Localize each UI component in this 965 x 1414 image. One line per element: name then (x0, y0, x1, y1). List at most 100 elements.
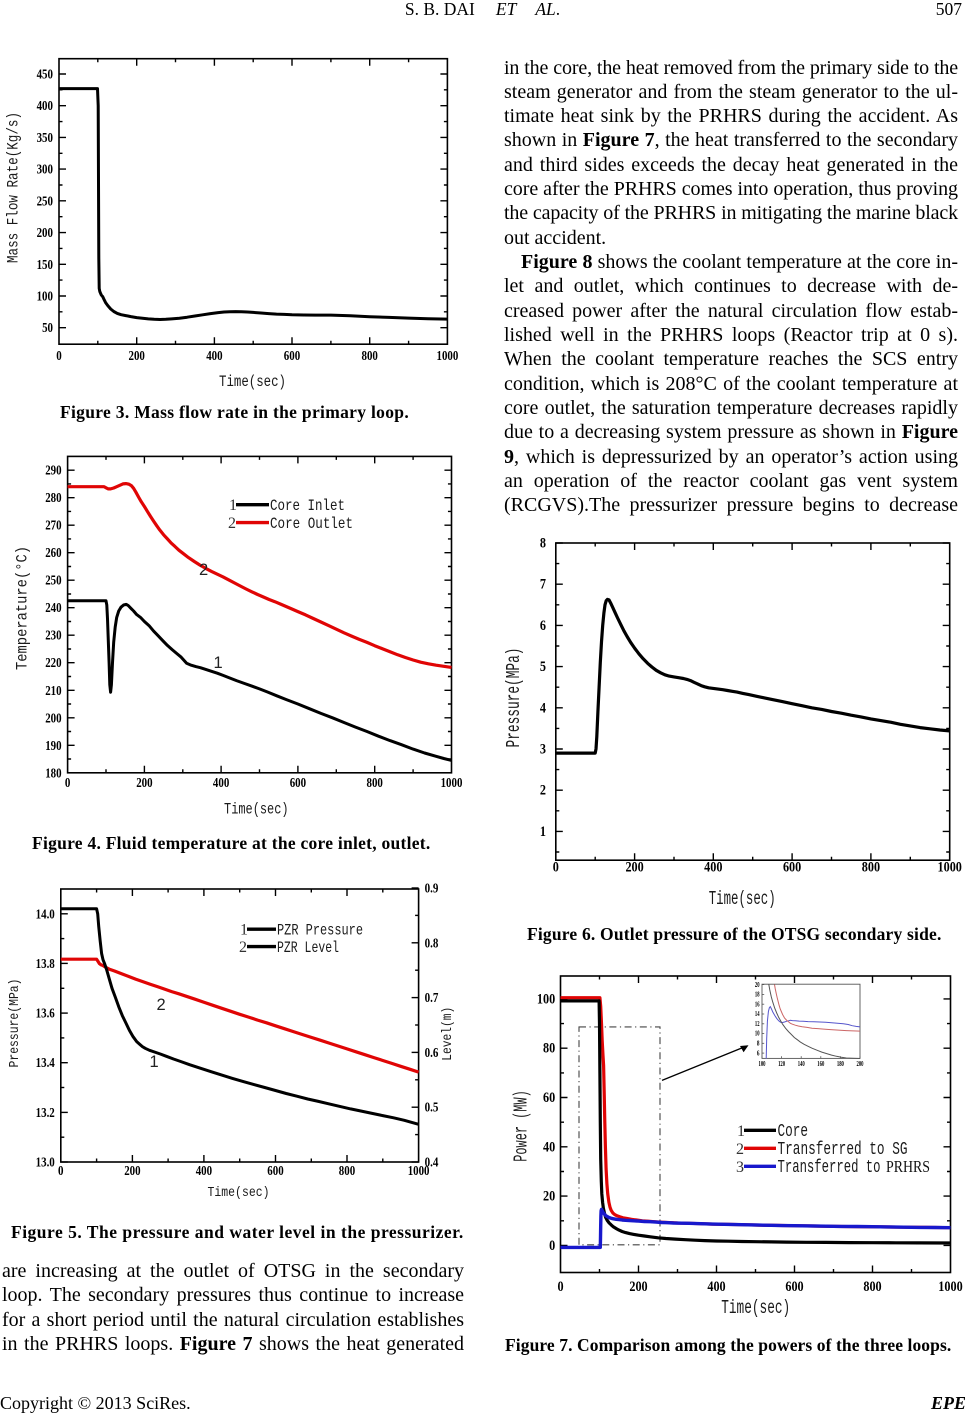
svg-text:18: 18 (755, 991, 760, 999)
svg-text:Pressure(MPa): Pressure(MPa) (503, 648, 525, 748)
svg-text:400: 400 (707, 1279, 725, 1295)
svg-text:2: 2 (228, 515, 236, 532)
svg-text:100: 100 (759, 1060, 766, 1068)
svg-text:200: 200 (45, 711, 61, 726)
svg-text:5: 5 (540, 659, 546, 675)
svg-text:PRHRS: PRHRS (886, 1157, 930, 1176)
svg-text:300: 300 (37, 163, 53, 178)
svg-text:0.6: 0.6 (425, 1046, 439, 1061)
svg-text:12: 12 (755, 1020, 760, 1028)
svg-text:2: 2 (540, 783, 546, 799)
svg-text:Core: Core (778, 1122, 809, 1142)
svg-text:0: 0 (58, 1164, 64, 1179)
svg-text:Pressure(MPa): Pressure(MPa) (8, 979, 23, 1068)
svg-text:0: 0 (549, 1238, 555, 1254)
svg-text:13.6: 13.6 (36, 1007, 55, 1022)
svg-text:2: 2 (736, 1141, 744, 1158)
svg-text:0.8: 0.8 (425, 936, 439, 951)
svg-text:800: 800 (339, 1164, 355, 1179)
svg-text:600: 600 (284, 349, 300, 364)
svg-text:1000: 1000 (938, 860, 962, 876)
svg-text:Power (MW): Power (MW) (511, 1090, 533, 1162)
svg-text:100: 100 (537, 991, 555, 1007)
svg-text:210: 210 (45, 684, 61, 699)
svg-text:0: 0 (557, 1279, 563, 1295)
svg-text:Transferred to: Transferred to (778, 1158, 881, 1178)
svg-text:0.7: 0.7 (425, 991, 439, 1006)
svg-text:14.0: 14.0 (36, 907, 55, 922)
svg-text:280: 280 (45, 491, 61, 506)
svg-text:600: 600 (267, 1164, 283, 1179)
svg-text:600: 600 (290, 776, 306, 791)
svg-text:0.9: 0.9 (425, 882, 439, 897)
svg-text:2: 2 (199, 561, 208, 579)
svg-text:0: 0 (65, 776, 71, 791)
svg-text:400: 400 (37, 99, 53, 114)
svg-text:14: 14 (755, 1010, 760, 1018)
svg-text:8: 8 (757, 1040, 760, 1048)
svg-text:13.2: 13.2 (36, 1106, 55, 1121)
svg-text:800: 800 (367, 776, 383, 791)
svg-text:Core Outlet: Core Outlet (270, 515, 353, 533)
svg-text:800: 800 (362, 349, 378, 364)
svg-text:800: 800 (862, 860, 880, 876)
svg-text:Time(sec): Time(sec) (208, 1185, 270, 1201)
svg-text:Time(sec): Time(sec) (709, 888, 776, 910)
svg-text:60: 60 (543, 1090, 555, 1106)
svg-text:3: 3 (736, 1159, 744, 1176)
svg-text:180: 180 (837, 1060, 844, 1068)
svg-text:180: 180 (45, 766, 61, 781)
svg-text:450: 450 (37, 68, 53, 83)
svg-text:1: 1 (214, 654, 223, 672)
svg-text:250: 250 (37, 194, 53, 209)
svg-text:200: 200 (37, 226, 53, 241)
svg-text:400: 400 (704, 860, 722, 876)
svg-text:290: 290 (45, 464, 61, 479)
svg-text:1000: 1000 (441, 776, 463, 791)
svg-text:120: 120 (778, 1060, 785, 1068)
svg-text:50: 50 (42, 321, 53, 336)
svg-text:240: 240 (45, 601, 61, 616)
svg-text:13.4: 13.4 (36, 1056, 55, 1071)
svg-text:200: 200 (857, 1060, 864, 1068)
svg-text:PZR Pressure: PZR Pressure (277, 922, 363, 940)
svg-text:140: 140 (798, 1060, 805, 1068)
svg-text:350: 350 (37, 131, 53, 146)
svg-text:0: 0 (56, 349, 62, 364)
svg-text:Core Inlet: Core Inlet (270, 497, 345, 515)
svg-text:6: 6 (757, 1049, 760, 1057)
svg-text:1000: 1000 (938, 1279, 962, 1295)
svg-text:600: 600 (785, 1279, 803, 1295)
svg-text:1000: 1000 (408, 1164, 430, 1179)
svg-text:1: 1 (540, 824, 546, 840)
svg-text:Mass Flow Rate(Kg/s): Mass Flow Rate(Kg/s) (4, 112, 22, 263)
svg-text:230: 230 (45, 629, 61, 644)
svg-text:800: 800 (863, 1279, 881, 1295)
svg-text:Time(sec): Time(sec) (219, 373, 286, 391)
svg-text:200: 200 (129, 349, 145, 364)
svg-text:Transferred to SG: Transferred to SG (778, 1140, 908, 1160)
svg-text:3: 3 (540, 742, 546, 758)
svg-text:Time(sec): Time(sec) (224, 801, 289, 819)
svg-text:260: 260 (45, 546, 61, 561)
svg-text:1: 1 (150, 1053, 159, 1071)
svg-text:1000: 1000 (437, 349, 459, 364)
svg-text:2: 2 (239, 939, 247, 956)
svg-text:PZR Level: PZR Level (277, 939, 339, 957)
svg-text:0: 0 (553, 860, 559, 876)
svg-text:80: 80 (543, 1041, 555, 1057)
svg-text:400: 400 (213, 776, 229, 791)
svg-text:20: 20 (543, 1189, 555, 1205)
svg-text:13.8: 13.8 (36, 957, 55, 972)
svg-text:100: 100 (37, 290, 53, 305)
svg-text:200: 200 (124, 1164, 140, 1179)
svg-text:160: 160 (817, 1060, 824, 1068)
svg-text:Temperature(°C): Temperature(°C) (13, 546, 31, 670)
svg-text:40: 40 (543, 1139, 555, 1155)
svg-text:220: 220 (45, 656, 61, 671)
svg-text:16: 16 (755, 1000, 760, 1008)
svg-text:Time(sec): Time(sec) (721, 1297, 790, 1319)
svg-text:20: 20 (755, 981, 760, 989)
svg-text:2: 2 (157, 996, 166, 1014)
svg-text:400: 400 (206, 349, 222, 364)
